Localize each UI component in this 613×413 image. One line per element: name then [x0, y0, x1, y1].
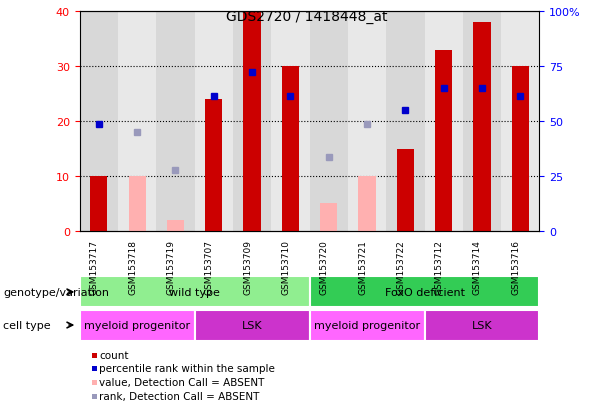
Bar [243, 12, 261, 231]
Bar [90, 177, 107, 231]
Bar [156, 12, 195, 231]
Bar [320, 204, 337, 231]
Text: GSM153719: GSM153719 [167, 240, 175, 294]
Bar [129, 177, 146, 231]
Text: GSM153717: GSM153717 [90, 240, 99, 294]
Text: GSM153722: GSM153722 [397, 240, 405, 294]
Text: FoxO deficient: FoxO deficient [384, 287, 465, 297]
Bar [473, 24, 490, 231]
Text: LSK: LSK [242, 320, 262, 330]
Text: value, Detection Call = ABSENT: value, Detection Call = ABSENT [99, 377, 265, 387]
Bar [80, 12, 118, 231]
Text: GSM153707: GSM153707 [205, 240, 214, 294]
Text: LSK: LSK [471, 320, 492, 330]
Text: myeloid progenitor: myeloid progenitor [84, 320, 190, 330]
Bar [397, 149, 414, 231]
Bar [310, 277, 539, 308]
Bar [435, 51, 452, 231]
Bar [195, 12, 233, 231]
Text: GSM153720: GSM153720 [320, 240, 329, 294]
Bar [118, 12, 156, 231]
Text: cell type: cell type [3, 320, 51, 330]
Text: myeloid progenitor: myeloid progenitor [314, 320, 420, 330]
Bar [359, 177, 376, 231]
Bar [310, 310, 424, 341]
Text: GSM153714: GSM153714 [473, 240, 482, 294]
Text: genotype/variation: genotype/variation [3, 287, 109, 297]
Bar [310, 12, 348, 231]
Bar [80, 277, 310, 308]
Text: count: count [99, 350, 129, 360]
Text: wild type: wild type [169, 287, 220, 297]
Bar [501, 12, 539, 231]
Bar [271, 12, 310, 231]
Text: rank, Detection Call = ABSENT: rank, Detection Call = ABSENT [99, 391, 260, 401]
Bar [348, 12, 386, 231]
Bar [424, 310, 539, 341]
Text: GSM153716: GSM153716 [511, 240, 520, 294]
Text: GSM153709: GSM153709 [243, 240, 252, 294]
Bar [233, 12, 271, 231]
Text: percentile rank within the sample: percentile rank within the sample [99, 363, 275, 373]
Text: GSM153710: GSM153710 [281, 240, 291, 294]
Text: GSM153718: GSM153718 [128, 240, 137, 294]
Bar [424, 12, 463, 231]
Text: GSM153721: GSM153721 [358, 240, 367, 294]
Bar [195, 310, 310, 341]
Bar [167, 221, 184, 231]
Bar [386, 12, 424, 231]
Bar [80, 310, 195, 341]
Bar [282, 67, 299, 231]
Bar [205, 100, 223, 231]
Bar [463, 12, 501, 231]
Bar [512, 67, 529, 231]
Text: GSM153712: GSM153712 [435, 240, 444, 294]
Text: GDS2720 / 1418448_at: GDS2720 / 1418448_at [226, 10, 387, 24]
